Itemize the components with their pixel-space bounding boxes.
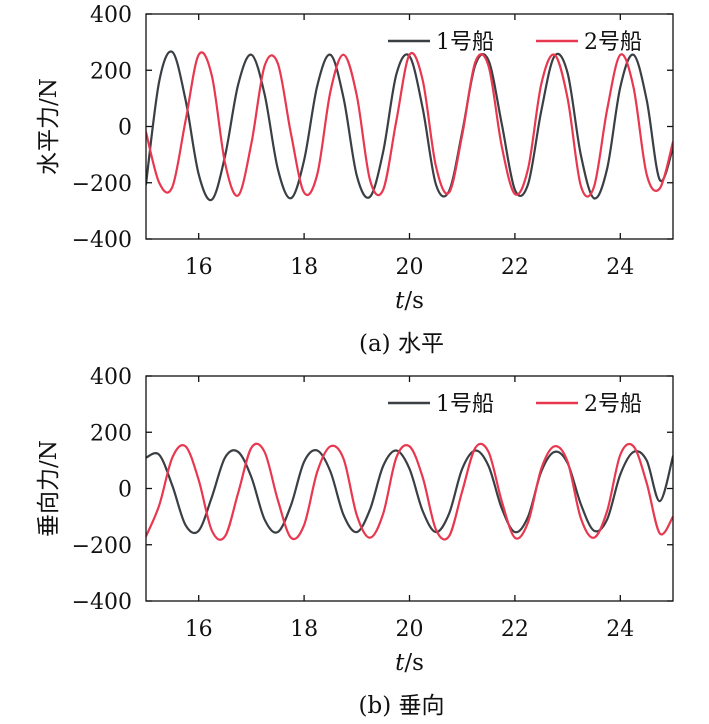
y-tick-label: −200 [72,172,132,197]
y-tick-label: −400 [72,228,132,253]
y-tick-label: 400 [90,365,132,390]
x-axis-label: t/s [395,288,424,314]
series-group [146,442,673,541]
series-line-1 [146,50,673,202]
y-tick-label: 400 [90,3,132,28]
x-axis-label-var: t [395,288,405,314]
legend-label-1: 1号船 [436,392,494,417]
series-line-2 [146,442,673,541]
y-tick-label: 200 [90,59,132,84]
x-tick-label: 22 [501,617,529,642]
x-tick-label: 22 [501,255,529,280]
panel-caption: (b) 垂向 [359,693,445,719]
x-axis-label-unit: /s [404,650,424,676]
panel-caption: (a) 水平 [359,331,444,357]
series-line-1 [146,449,673,535]
x-tick-label: 20 [396,617,424,642]
y-tick-label: 200 [90,421,132,446]
y-tick-label: −200 [72,534,132,559]
x-tick-label: 18 [290,617,318,642]
x-tick-label: 18 [290,255,318,280]
x-tick-label: 20 [396,255,424,280]
y-tick-label: 0 [118,478,132,503]
x-axis-label-var: t [395,650,405,676]
y-axis-label: 水平力/N [36,78,62,175]
y-axis-label: 垂向力/N [36,440,62,537]
x-tick-label: 16 [185,617,213,642]
panel-horizontal: −400 −200 0 200 400 16 18 20 22 24 t/s 水平力/N 1号船 2号船 (… [36,3,674,357]
x-axis-label-unit: /s [404,288,424,314]
x-tick-label: 16 [185,255,213,280]
legend-label-2: 2号船 [584,30,642,55]
series-group [146,50,673,202]
legend-label-1: 1号船 [436,30,494,55]
x-tick-label: 24 [606,255,634,280]
series-line-2 [146,51,673,198]
legend-label-2: 2号船 [584,392,642,417]
y-tick-label: 0 [118,116,132,141]
x-tick-label: 24 [606,617,634,642]
panel-vertical: −400 −200 0 200 400 16 18 20 22 24 t/s 垂向力/N 1号船 2号船 (… [36,365,674,719]
y-tick-label: −400 [72,590,132,615]
x-axis-label: t/s [395,650,424,676]
